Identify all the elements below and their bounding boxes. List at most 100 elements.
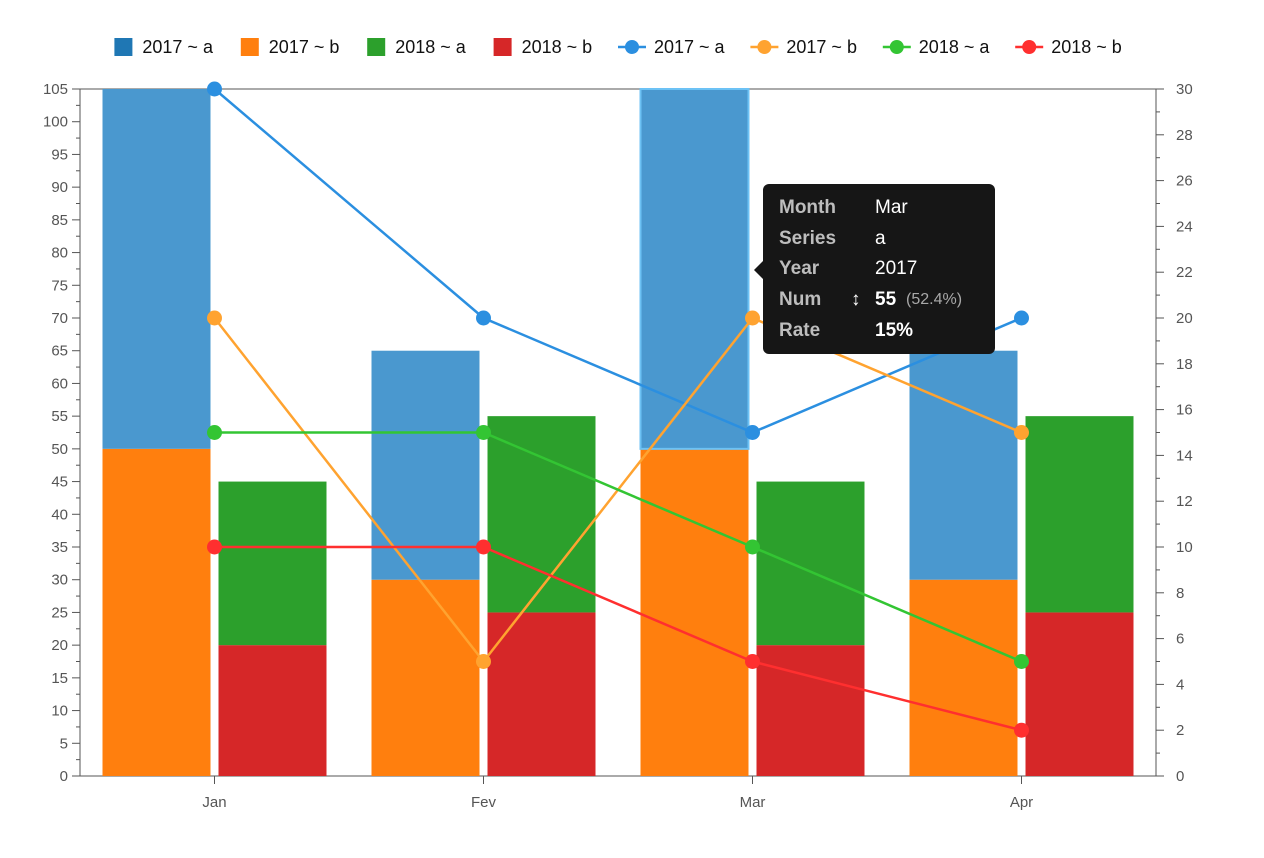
tooltip-month-value: Mar — [875, 197, 908, 218]
left-axis-tick-label: 95 — [51, 146, 68, 163]
left-axis-tick-label: 100 — [43, 114, 68, 131]
left-axis-tick-label: 30 — [51, 572, 68, 589]
line-point-2017-a-apr — [1014, 310, 1029, 326]
line-series-2018-b — [214, 545, 1022, 732]
right-axis-tick-label: 24 — [1176, 218, 1193, 235]
left-axis-tick-label: 85 — [51, 212, 68, 229]
left-axis-tick-label: 80 — [51, 245, 68, 262]
tooltip-arrow — [754, 261, 763, 279]
tooltip-num-label: Num — [779, 289, 822, 310]
line-point-2017-a-jan — [207, 81, 222, 97]
legend-swatch-bar — [240, 38, 259, 56]
tooltip-series-label: Series — [779, 228, 837, 249]
left-axis-tick-label: 35 — [51, 539, 68, 556]
line-series-2018-a — [214, 431, 1022, 663]
bar-2018-b-jan — [218, 645, 327, 776]
tooltip: Month Mar Series a Year 2017 Num ↕ 55 (5… — [754, 184, 995, 354]
x-axis-tick-label: Mar — [740, 794, 766, 811]
right-axis-tick-label: 12 — [1176, 493, 1193, 510]
right-axis-tick-label: 16 — [1176, 402, 1193, 419]
tooltip-month-label: Month — [779, 197, 836, 218]
left-axis-tick-label: 15 — [51, 670, 68, 687]
legend-label: 2017 ~ b — [786, 37, 857, 57]
legend-label: 2018 ~ b — [1051, 37, 1122, 57]
line-point-2018-a-fev — [476, 425, 491, 440]
right-axis-tick-label: 0 — [1176, 768, 1184, 785]
tooltip-num-percent: (52.4%) — [906, 291, 963, 308]
right-axis-tick-label: 26 — [1176, 173, 1193, 190]
legend-swatch-bar — [367, 38, 386, 56]
x-axis-tick-label: Jan — [202, 794, 226, 811]
line-point-2018-a-apr — [1014, 654, 1029, 669]
tooltip-rate-value: 15% — [875, 320, 914, 341]
legend: 2017 ~ a 2017 ~ b 2018 ~ a 2018 ~ b 2017 ~ a… — [114, 37, 1122, 57]
left-axis-tick-label: 45 — [51, 474, 68, 491]
legend-label: 2017 ~ a — [654, 37, 726, 57]
left-axis-tick-label: 90 — [51, 179, 68, 196]
line-point-2018-a-mar — [745, 539, 760, 555]
line-point-2017-b-mar — [745, 310, 760, 326]
line-point-2017-b-apr — [1014, 425, 1029, 440]
right-axis-tick-label: 10 — [1176, 539, 1193, 556]
right-axis-tick-label: 22 — [1176, 264, 1193, 281]
right-axis-tick-label: 30 — [1176, 81, 1193, 98]
left-axis-tick-label: 70 — [51, 310, 68, 327]
left-axis-tick-label: 25 — [51, 604, 68, 621]
bar-2018-b-apr — [1025, 612, 1134, 776]
line-point-2018-b-fev — [476, 539, 491, 555]
legend-label: 2017 ~ a — [142, 37, 214, 57]
bar-2017-b-apr — [909, 579, 1018, 776]
bar-2018-a-jan — [218, 481, 327, 646]
bar-2017-a-jan — [102, 89, 211, 449]
bar-2017-b-fev — [371, 579, 480, 776]
left-axis-tick-label: 55 — [51, 408, 68, 425]
left-axis-tick-label: 105 — [43, 81, 68, 98]
right-axis-tick-label: 4 — [1176, 676, 1184, 693]
x-axis-tick-label: Fev — [471, 794, 497, 811]
left-axis-tick-label: 40 — [51, 506, 68, 523]
bar-2017-a-fev — [371, 350, 480, 580]
legend-swatch-marker — [625, 40, 639, 54]
right-axis-tick-label: 20 — [1176, 310, 1193, 327]
bar-2018-a-fev — [487, 416, 596, 613]
left-axis-tick-label: 50 — [51, 441, 68, 458]
legend-swatch-marker — [757, 40, 772, 54]
right-axis-tick-label: 14 — [1176, 447, 1193, 464]
tooltip-series-value: a — [875, 228, 886, 249]
right-axis-tick-label: 8 — [1176, 585, 1184, 602]
bar-2017-b-mar — [640, 448, 749, 776]
left-axis-tick-label: 75 — [51, 277, 68, 294]
x-axis-tick-label: Apr — [1010, 794, 1033, 811]
line-point-2017-b-fev — [476, 654, 491, 669]
right-axis-tick-label: 2 — [1176, 722, 1184, 739]
left-axis-tick-label: 65 — [51, 343, 68, 360]
right-axis-tick-label: 18 — [1176, 356, 1193, 373]
left-axis-tick-label: 60 — [51, 375, 68, 392]
up-down-arrow-icon: ↕ — [851, 289, 861, 310]
right-axis-tick-label: 6 — [1176, 631, 1184, 648]
bar-2017-a-mar — [639, 88, 750, 450]
left-axis-tick-label: 0 — [60, 768, 68, 785]
bar-2017-b-jan — [102, 448, 211, 776]
right-axis-tick-label: 28 — [1176, 127, 1193, 144]
left-axis-tick-label: 10 — [51, 703, 68, 720]
legend-swatch-marker — [889, 40, 904, 54]
legend-label: 2018 ~ a — [395, 37, 467, 57]
tooltip-rate-label: Rate — [779, 320, 821, 341]
tooltip-year-value: 2017 — [875, 258, 918, 279]
legend-label: 2017 ~ b — [269, 37, 340, 57]
bar-2018-a-apr — [1025, 416, 1134, 613]
bar-2017-a-apr — [909, 350, 1018, 580]
legend-swatch-marker — [1022, 40, 1037, 54]
line-point-2018-b-jan — [207, 539, 222, 555]
bar-2018-a-mar — [756, 481, 865, 646]
line-point-2018-b-apr — [1014, 722, 1029, 738]
legend-label: 2018 ~ a — [919, 37, 991, 57]
bar-2018-b-fev — [487, 612, 596, 776]
line-point-2018-b-mar — [745, 654, 760, 669]
left-axis-tick-label: 20 — [51, 637, 68, 654]
legend-swatch-bar — [493, 38, 512, 56]
legend-label: 2018 ~ b — [522, 37, 593, 57]
bar-2018-b-mar — [756, 645, 865, 776]
